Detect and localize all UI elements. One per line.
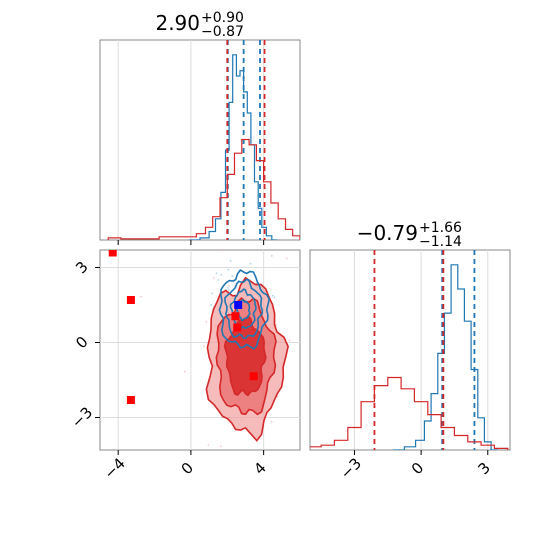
x-tick-label: −4 [100, 454, 128, 482]
x-tick-label: −3 [337, 454, 365, 482]
marginal-2-title-sub: −1.14 [419, 234, 462, 250]
joint-x-ticks: −4 0 4 [100, 450, 270, 483]
scatter-point [217, 279, 220, 281]
scatter-point [226, 286, 229, 289]
scatter-point [210, 304, 213, 306]
scatter-point [229, 260, 232, 262]
scatter-point [215, 272, 218, 275]
marginal-1-title: 2.90 [155, 11, 200, 35]
scatter-point [220, 250, 223, 252]
y-tick-label: 3 [72, 258, 91, 277]
marginal-1-histograms [107, 40, 300, 240]
red-square-marker [108, 250, 117, 257]
hist-series-0 [189, 54, 278, 240]
scatter-point [183, 370, 186, 373]
blue-contour-0 [218, 269, 271, 350]
marginal-1-frame [99, 39, 301, 241]
hist-series-1 [107, 138, 300, 240]
scatter-point [220, 445, 222, 448]
scatter-point [270, 421, 273, 423]
scatter-point [205, 321, 208, 323]
marginal-hist-panel-2: −3 0 3 −0.79 +1.66 −1.14 [309, 220, 511, 483]
marginal-2-x-ticks: −3 0 3 [337, 450, 494, 483]
joint-panel: −4 0 4 3 0 −3 [68, 249, 301, 483]
joint-y-ticks: 3 0 −3 [68, 258, 100, 432]
marginal-1-title-sub: −0.87 [201, 24, 244, 40]
marginal-1-title-main: 2.90 [155, 11, 200, 35]
scatter-point [288, 339, 291, 342]
scatter-point [237, 453, 239, 455]
scatter-point [275, 323, 277, 326]
marginal-hist-panel-1: 2.90 +0.90 −0.87 [99, 10, 301, 245]
scatter-point [271, 294, 274, 297]
marginal-1-grid [117, 40, 265, 245]
scatter-point [211, 292, 214, 295]
x-tick-label: 0 [408, 459, 427, 478]
x-tick-label: 4 [250, 459, 269, 478]
joint-contours [108, 250, 291, 459]
scatter-point [228, 284, 230, 287]
scatter-point [249, 262, 252, 265]
marginal-1-title-sup: +0.90 [201, 10, 244, 26]
scatter-point [212, 276, 215, 279]
scatter-point [140, 295, 143, 298]
blue-contour-3 [236, 298, 251, 322]
red-square-marker [249, 372, 258, 381]
scatter-point [220, 457, 222, 459]
scatter-point [285, 257, 288, 260]
blue-contour-1 [224, 278, 264, 340]
scatter-point [203, 345, 205, 348]
y-tick-label: −3 [68, 403, 96, 431]
marginal-2-histograms [310, 250, 509, 450]
marginal-2-title-main: −0.79 [357, 221, 418, 245]
red-square-marker [231, 312, 240, 321]
hist-series-0 [393, 264, 498, 450]
blue-contour-2 [229, 288, 257, 331]
scatter-point [227, 289, 230, 292]
scatter-point [231, 275, 234, 277]
scatter-point [255, 282, 258, 285]
scatter-point [270, 255, 273, 257]
scatter-point [207, 444, 210, 447]
x-tick-label: 0 [178, 459, 197, 478]
x-tick-label: 3 [475, 459, 494, 478]
marginal-2-grid [353, 250, 489, 450]
y-tick-label: 0 [72, 333, 91, 352]
red-square-marker [233, 323, 242, 332]
marginal-2-frame [309, 249, 511, 451]
scatter-point [220, 273, 223, 276]
marginal-2-title-sup: +1.66 [419, 220, 462, 236]
red-square-marker [126, 296, 135, 304]
hist-series-1 [310, 376, 509, 450]
scatter-point [273, 296, 276, 299]
blue-square-marker [234, 301, 243, 309]
marginal-2-title: −0.79 [357, 221, 418, 245]
scatter-point [227, 268, 230, 271]
red-square-marker [126, 396, 135, 404]
